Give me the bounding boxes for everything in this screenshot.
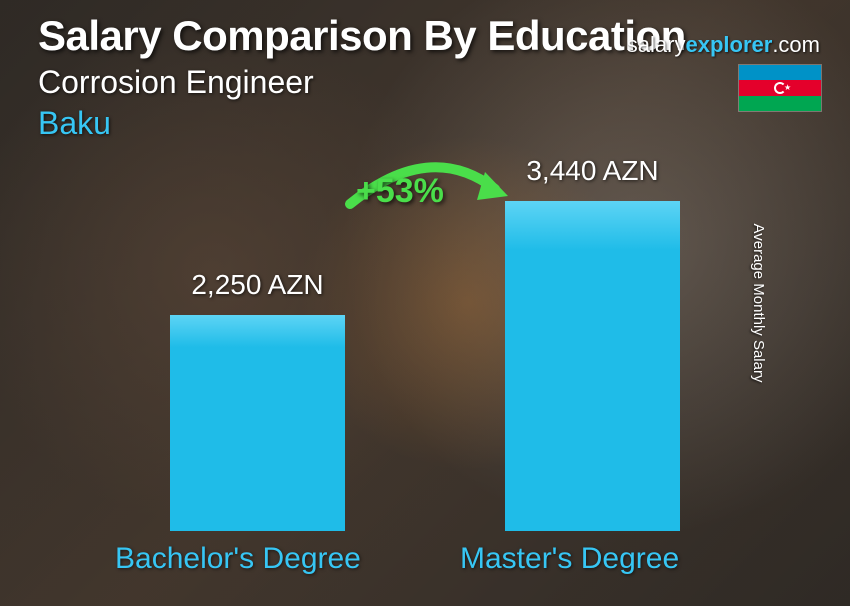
flag-stripe-bot bbox=[739, 96, 821, 111]
brand-part2: explorer bbox=[685, 32, 772, 57]
bar bbox=[170, 315, 345, 531]
bar-wrap: 3,440 AZN bbox=[505, 155, 680, 531]
flag-stripe-mid bbox=[739, 80, 821, 95]
bar bbox=[505, 201, 680, 531]
bar-wrap: 2,250 AZN bbox=[170, 269, 345, 531]
chart-subtitle: Corrosion Engineer bbox=[38, 64, 830, 101]
country-flag-icon bbox=[738, 64, 822, 112]
flag-stripe-top bbox=[739, 65, 821, 80]
bar-category-label: Master's Degree bbox=[460, 542, 679, 576]
chart-location: Baku bbox=[38, 105, 830, 142]
increase-arrow: +53% bbox=[340, 154, 520, 214]
brand-part3: .com bbox=[772, 32, 820, 57]
brand-part1: salary bbox=[627, 32, 686, 57]
chart-area: +53% 2,250 AZN 3,440 AZN Bachelor's Degre… bbox=[0, 146, 810, 586]
bar-category-label: Bachelor's Degree bbox=[115, 542, 361, 576]
bar-value-label: 2,250 AZN bbox=[191, 269, 323, 301]
infographic-container: Salary Comparison By Education Corrosion… bbox=[0, 0, 850, 606]
bar-value-label: 3,440 AZN bbox=[526, 155, 658, 187]
increase-percent: +53% bbox=[356, 172, 444, 211]
brand-logo: salaryexplorer.com bbox=[627, 32, 820, 58]
